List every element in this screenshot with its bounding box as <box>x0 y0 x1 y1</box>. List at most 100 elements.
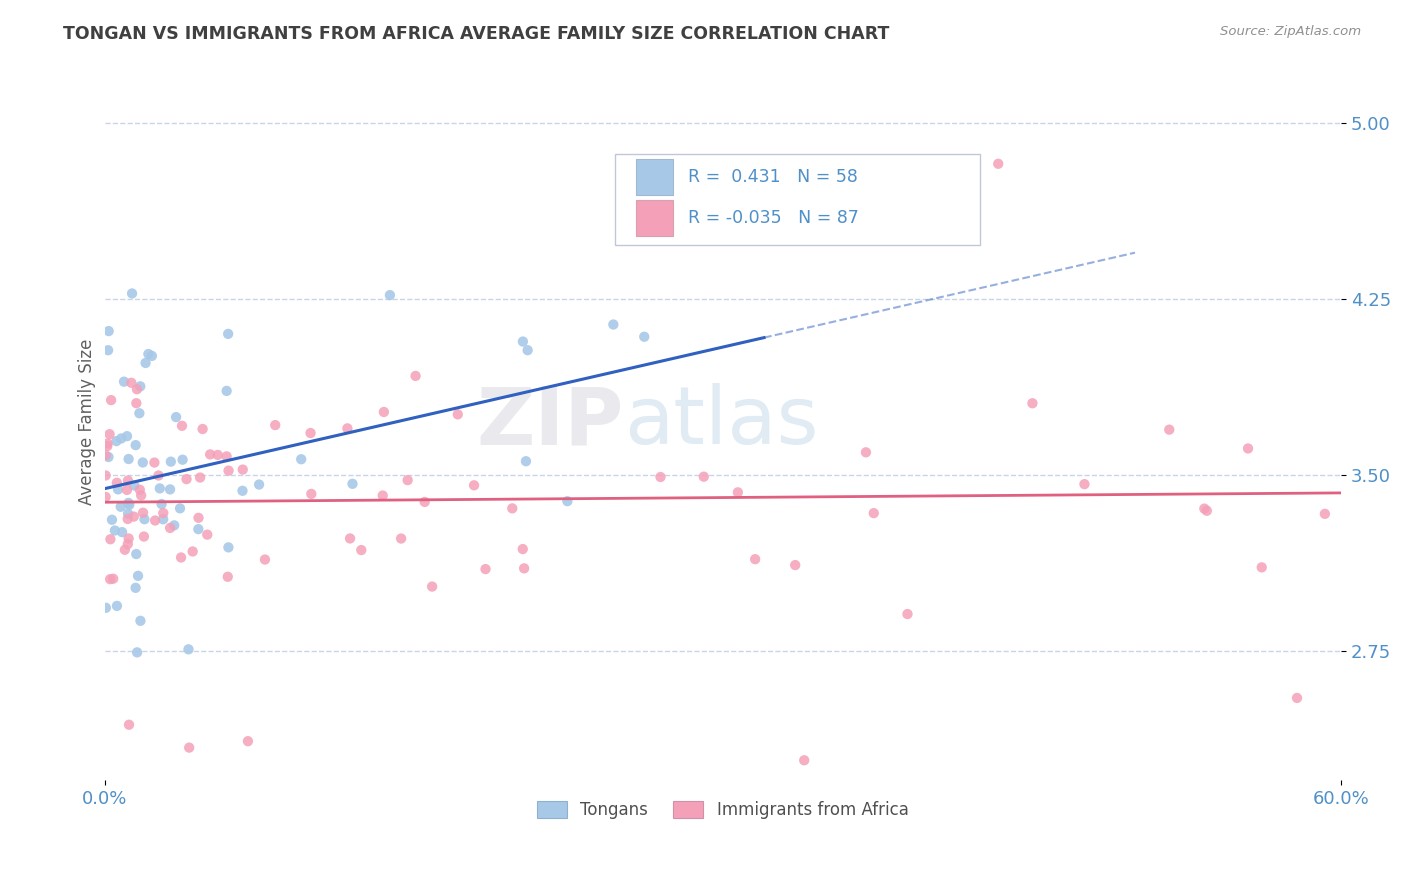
Point <box>373 405 395 419</box>
Point <box>117 507 139 521</box>
Point <box>128 483 150 497</box>
Point <box>149 482 172 496</box>
Point <box>132 506 155 520</box>
Point <box>118 498 141 512</box>
Point <box>191 422 214 436</box>
Text: ZIP: ZIP <box>477 384 624 461</box>
Point <box>120 376 142 390</box>
Text: atlas: atlas <box>624 384 818 461</box>
Point <box>111 525 134 540</box>
Point <box>516 343 538 358</box>
Point <box>1313 507 1336 521</box>
Point <box>693 469 716 483</box>
Point <box>170 550 193 565</box>
Point <box>1250 560 1272 574</box>
Point <box>172 452 194 467</box>
Text: R =  0.431   N = 58: R = 0.431 N = 58 <box>688 169 858 186</box>
Point <box>170 418 193 433</box>
Point <box>187 511 209 525</box>
Point <box>650 470 672 484</box>
Point <box>264 418 287 433</box>
Point <box>1237 442 1260 456</box>
Point <box>94 490 117 504</box>
Point <box>115 429 138 443</box>
Point <box>169 501 191 516</box>
Point <box>121 286 143 301</box>
Point <box>198 447 221 461</box>
Point <box>98 572 121 586</box>
Point <box>105 434 128 449</box>
Point <box>117 496 139 510</box>
Point <box>176 472 198 486</box>
Point <box>855 445 877 459</box>
Point <box>107 483 129 497</box>
Point <box>127 645 149 659</box>
Point <box>125 396 148 410</box>
Point <box>215 384 238 398</box>
FancyBboxPatch shape <box>637 160 673 195</box>
Point <box>159 521 181 535</box>
Point <box>744 552 766 566</box>
Point <box>389 532 412 546</box>
Point <box>868 190 890 204</box>
Point <box>253 552 276 566</box>
Point <box>232 462 254 476</box>
Point <box>236 734 259 748</box>
Point <box>129 488 152 502</box>
Point <box>132 530 155 544</box>
Point <box>128 406 150 420</box>
FancyBboxPatch shape <box>637 200 673 236</box>
Point <box>215 450 238 464</box>
Point <box>115 483 138 497</box>
Point <box>127 569 149 583</box>
Point <box>602 318 624 332</box>
Point <box>100 533 122 547</box>
Point <box>117 512 139 526</box>
Point <box>98 427 121 442</box>
Point <box>104 524 127 538</box>
Point <box>447 407 470 421</box>
Point <box>1073 477 1095 491</box>
Point <box>1285 690 1308 705</box>
Point <box>110 432 132 446</box>
Point <box>105 599 128 613</box>
Point <box>96 439 118 453</box>
Point <box>148 468 170 483</box>
Point <box>188 470 211 484</box>
Point <box>117 537 139 551</box>
Point <box>1021 396 1043 410</box>
Point <box>217 541 239 555</box>
Point <box>290 452 312 467</box>
Point <box>97 324 120 338</box>
Point <box>181 544 204 558</box>
Text: Source: ZipAtlas.com: Source: ZipAtlas.com <box>1220 25 1361 38</box>
Point <box>405 368 427 383</box>
Point <box>159 483 181 497</box>
Point <box>114 542 136 557</box>
Point <box>117 474 139 488</box>
Point <box>793 753 815 767</box>
Point <box>177 642 200 657</box>
Point <box>94 468 117 483</box>
Text: R = -0.035   N = 87: R = -0.035 N = 87 <box>688 209 859 227</box>
Point <box>117 452 139 467</box>
Point <box>896 607 918 621</box>
Point <box>231 483 253 498</box>
Point <box>138 347 160 361</box>
Point <box>501 501 523 516</box>
Point <box>378 288 401 302</box>
FancyBboxPatch shape <box>616 153 980 245</box>
Point <box>141 349 163 363</box>
Point <box>474 562 496 576</box>
Text: TONGAN VS IMMIGRANTS FROM AFRICA AVERAGE FAMILY SIZE CORRELATION CHART: TONGAN VS IMMIGRANTS FROM AFRICA AVERAGE… <box>63 25 890 43</box>
Point <box>515 454 537 468</box>
Point <box>122 509 145 524</box>
Point <box>1194 501 1216 516</box>
Point <box>727 485 749 500</box>
Point <box>342 476 364 491</box>
Point <box>159 455 181 469</box>
Point <box>179 740 201 755</box>
Point <box>396 473 419 487</box>
Point <box>207 448 229 462</box>
Point <box>143 514 166 528</box>
